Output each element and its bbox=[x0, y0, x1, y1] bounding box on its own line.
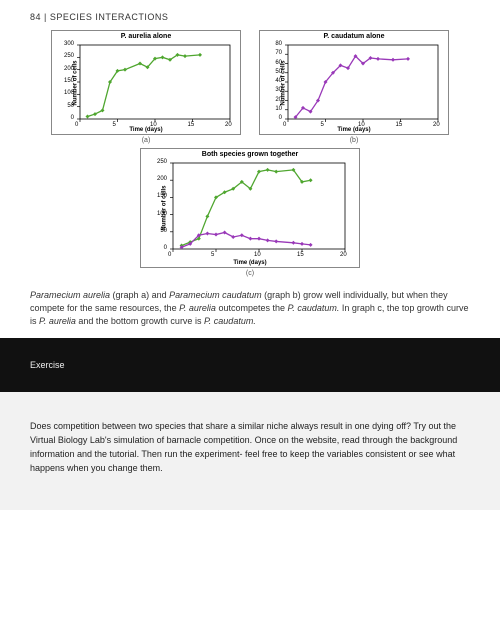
exercise-body-text: Does competition between two species tha… bbox=[30, 421, 457, 473]
section-title: SPECIES INTERACTIONS bbox=[50, 12, 169, 22]
caption-text: (graph a) and bbox=[110, 290, 169, 300]
chart-c-sublabel: (c) bbox=[246, 270, 254, 277]
chart-b-box: P. caudatum aloneNumber of cellsTime (da… bbox=[259, 30, 449, 144]
charts-container: P. aurelia aloneNumber of cellsTime (day… bbox=[0, 30, 500, 277]
exercise-body: Does competition between two species tha… bbox=[0, 392, 500, 510]
chart-c-panel: Both species grown togetherNumber of cel… bbox=[140, 148, 360, 268]
header-separator: | bbox=[41, 12, 50, 22]
species-name: P. aurelia bbox=[179, 303, 216, 313]
page-number: 84 bbox=[30, 12, 41, 22]
chart-a-panel: P. aurelia aloneNumber of cellsTime (day… bbox=[51, 30, 241, 135]
charts-row-top: P. aurelia aloneNumber of cellsTime (day… bbox=[30, 30, 470, 144]
species-name: P. aurelia bbox=[39, 316, 76, 326]
chart-svg bbox=[52, 31, 242, 136]
chart-a-box: P. aurelia aloneNumber of cellsTime (day… bbox=[51, 30, 241, 144]
exercise-heading-text: Exercise bbox=[30, 360, 65, 370]
chart-b-sublabel: (b) bbox=[350, 137, 359, 144]
species-name: Paramecium caudatum bbox=[169, 290, 262, 300]
species-name: P. caudatum. bbox=[288, 303, 340, 313]
caption-text: and the bottom growth curve is bbox=[76, 316, 204, 326]
species-name: Paramecium aurelia bbox=[30, 290, 110, 300]
page-header: 84 | SPECIES INTERACTIONS bbox=[0, 0, 500, 30]
species-name: P. caudatum. bbox=[204, 316, 256, 326]
figure-caption: Paramecium aurelia (graph a) and Paramec… bbox=[0, 281, 500, 338]
chart-c-box: Both species grown togetherNumber of cel… bbox=[140, 148, 360, 277]
exercise-heading-bar: Exercise bbox=[0, 338, 500, 392]
chart-b-panel: P. caudatum aloneNumber of cellsTime (da… bbox=[259, 30, 449, 135]
chart-a-sublabel: (a) bbox=[142, 137, 151, 144]
caption-text: outcompetes the bbox=[216, 303, 288, 313]
chart-svg bbox=[141, 149, 361, 269]
chart-svg bbox=[260, 31, 450, 136]
charts-row-bottom: Both species grown togetherNumber of cel… bbox=[30, 148, 470, 277]
